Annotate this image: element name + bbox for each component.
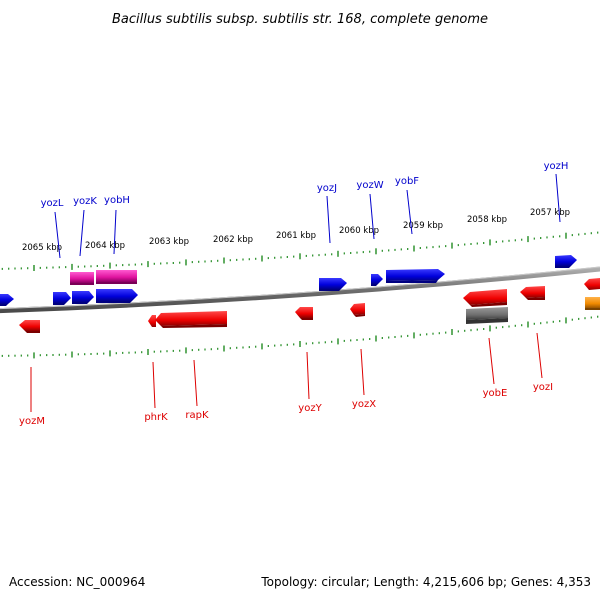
gene-label[interactable]: rapK <box>185 410 209 421</box>
scale-label: 2063 kbp <box>149 237 189 247</box>
gene-block[interactable] <box>585 297 600 310</box>
gene-label[interactable]: yozJ <box>317 183 337 194</box>
map-title: Bacillus subtilis subsp. subtilis str. 1… <box>112 12 488 27</box>
gene-block[interactable] <box>70 272 94 285</box>
scale-label: 2065 kbp <box>22 243 62 253</box>
scale-label: 2058 kbp <box>467 215 507 225</box>
gene-arrow[interactable] <box>148 315 156 327</box>
accession-text: Accession: NC_000964 <box>9 575 145 589</box>
reverse-gene-labels: yozM phrK rapK yozY yozX yobE yozI <box>19 382 553 427</box>
gene-label[interactable]: yozI <box>533 382 553 393</box>
genome-summary-text: Topology: circular; Length: 4,215,606 bp… <box>260 575 591 589</box>
gene-label[interactable]: yozY <box>298 403 322 414</box>
gene-arrow[interactable] <box>295 307 313 320</box>
inner-scale-ruler <box>1 315 599 359</box>
gene-label[interactable]: yozX <box>352 399 376 410</box>
gene-arrow[interactable] <box>371 274 383 286</box>
gene-arrow[interactable] <box>386 269 445 283</box>
gene-arrow[interactable] <box>584 278 600 290</box>
gene-arrow[interactable] <box>53 292 71 305</box>
forward-genes <box>0 255 600 310</box>
gene-arrow[interactable] <box>555 255 577 268</box>
forward-leader-lines <box>54 173 561 259</box>
scale-label: 2061 kbp <box>276 231 316 241</box>
reverse-genes <box>19 286 545 333</box>
gene-arrow[interactable] <box>19 320 40 333</box>
scale-label: 2062 kbp <box>213 235 253 245</box>
gene-arrow[interactable] <box>0 294 14 306</box>
gene-label[interactable]: yobF <box>395 176 419 187</box>
gene-label[interactable]: yobE <box>483 388 508 399</box>
genome-backbone <box>0 266 600 314</box>
reverse-leader-lines <box>30 332 543 412</box>
gene-label[interactable]: yozK <box>73 196 97 207</box>
gene-label[interactable]: phrK <box>144 412 168 423</box>
gene-block[interactable] <box>96 270 137 284</box>
gene-label[interactable]: yobH <box>104 195 130 206</box>
scale-label: 2057 kbp <box>530 208 570 218</box>
scale-labels: 2065 kbp 2064 kbp 2063 kbp 2062 kbp 2061… <box>22 208 570 253</box>
gene-label[interactable]: yozW <box>356 180 383 191</box>
scale-label: 2060 kbp <box>339 226 379 236</box>
scale-label: 2059 kbp <box>403 221 443 231</box>
gene-label[interactable]: yozH <box>544 161 569 172</box>
outer-scale-ruler <box>1 231 599 271</box>
gene-arrow[interactable] <box>96 289 138 303</box>
gene-arrow[interactable] <box>520 286 545 300</box>
gene-arrow[interactable] <box>319 278 347 291</box>
scale-label: 2064 kbp <box>85 241 125 251</box>
gene-block[interactable] <box>466 307 508 324</box>
gene-arrow[interactable] <box>155 311 227 328</box>
gene-arrow[interactable] <box>72 291 94 304</box>
gene-label[interactable]: yozL <box>41 198 64 209</box>
gene-arrow[interactable] <box>350 303 365 317</box>
gene-arrow[interactable] <box>463 289 507 307</box>
forward-gene-labels: yozL yozK yobH yozJ yozW yobF yozH <box>41 161 569 209</box>
gene-label[interactable]: yozM <box>19 416 45 427</box>
